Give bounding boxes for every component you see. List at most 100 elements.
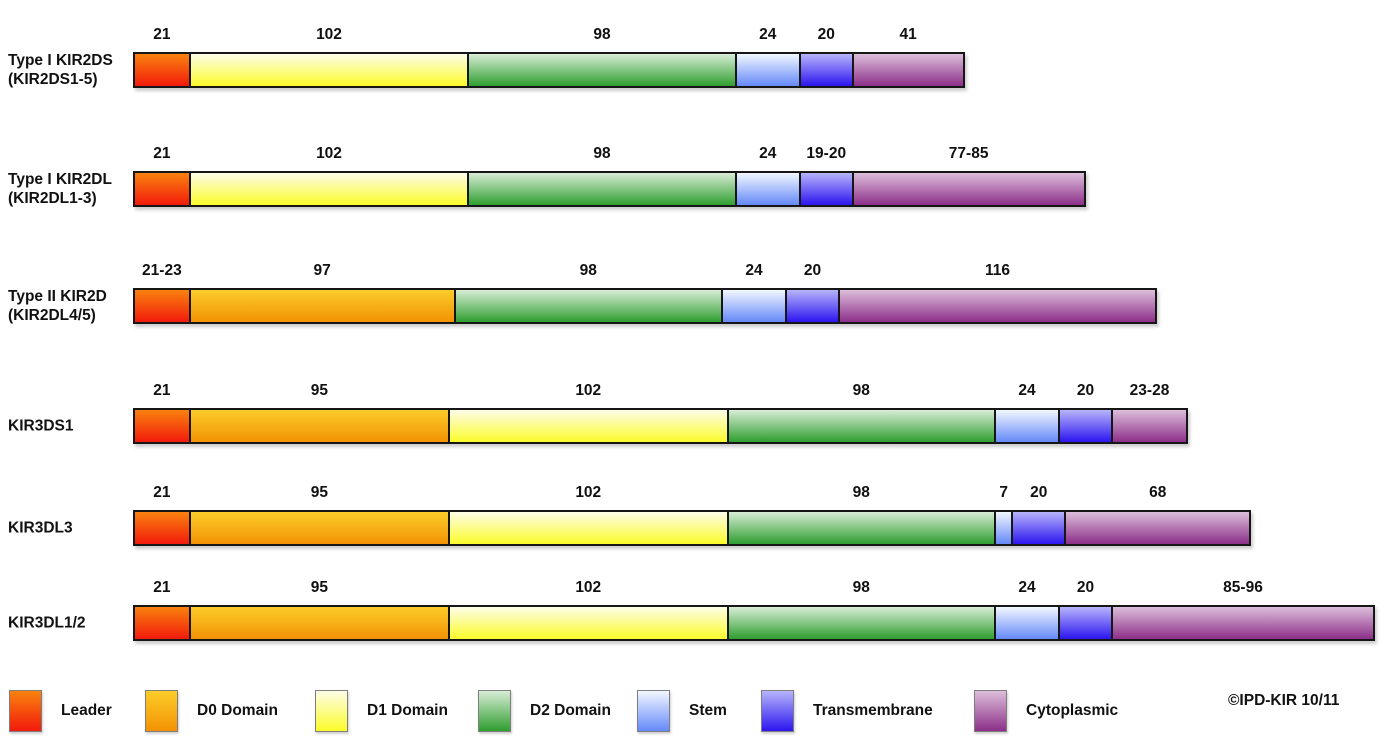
segment-aa-label: 24 [759,26,777,43]
row-label: KIR3DL3 [8,519,73,538]
segment-aa-label: 21 [153,579,171,596]
row-subname: (KIR2DL1-3) [8,190,97,207]
segment-aa-label: 85-96 [1223,579,1263,596]
row-name: Type I KIR2DS [8,52,113,69]
row-name: KIR3DL1/2 [8,614,86,632]
segment-aa-label: 20 [803,262,822,279]
copyright-text: ©IPD-KIR 10/11 [1228,692,1340,709]
segment-aa-label: 95 [310,579,328,596]
segment-leader: 21 [133,145,191,207]
segment-aa-label: 68 [1149,484,1167,501]
segment-aa-label: 41 [899,26,917,43]
legend-swatch-d1 [315,690,348,732]
segment-aa-label: 97 [313,262,331,279]
segment-leader: 21 [133,26,191,88]
legend-item-d0: D0 Domain [145,690,278,732]
segment-d2: 98 [467,26,737,88]
legend-label: Transmembrane [813,702,933,719]
segment-d2: 98 [726,579,996,641]
row-name: Type I KIR2DL [8,171,112,188]
segment-aa-label: 21 [153,26,171,43]
legend-label: Leader [61,702,112,719]
segment-stem: 24 [994,382,1060,444]
segment-aa-label: 95 [310,382,328,399]
segment-leader: 21 [133,579,191,641]
segment-cyto: 116 [838,262,1157,324]
segment-aa-label: 102 [575,382,602,399]
legend-swatch-d0 [145,690,178,732]
legend-item-d1: D1 Domain [315,690,448,732]
row-label: Type II KIR2D (KIR2DL4/5) [8,287,107,325]
legend-item-stem: Stem [637,690,727,732]
segment-aa-label: 21 [153,484,171,501]
legend-swatch-d2 [478,690,511,732]
segment-aa-label: 19-20 [806,145,847,162]
row-name: Type II KIR2D [8,288,107,305]
segment-aa-label: 98 [852,484,870,501]
segment-aa-label: 98 [593,26,611,43]
segment-d2: 98 [726,484,996,546]
segment-d2: 98 [467,145,737,207]
segment-cyto: 77-85 [851,145,1086,207]
row-label: Type I KIR2DS (KIR2DS1-5) [8,51,113,89]
segment-d0: 97 [188,262,456,324]
legend-item-tm: Transmembrane [761,690,933,732]
segment-aa-label: 98 [579,262,597,279]
segment-tm: 20 [798,26,854,88]
segment-aa-label: 23-28 [1129,382,1170,399]
segment-aa-label: 7 [999,484,1008,501]
legend-item-cyto: Cytoplasmic [974,690,1118,732]
segment-aa-label: 95 [310,484,328,501]
legend-swatch-stem [637,690,670,732]
segment-leader: 21 [133,484,191,546]
row-name: KIR3DS1 [8,417,74,435]
segment-leader: 21-23 [133,262,191,324]
segment-aa-label: 116 [984,262,1011,279]
segment-aa-label: 24 [759,145,777,162]
segment-tm: 20 [1058,382,1113,444]
segment-d2: 98 [726,382,996,444]
row-subname: (KIR2DS1-5) [8,71,98,88]
legend-swatch-leader [9,690,42,732]
segment-aa-label: 98 [852,579,870,596]
segment-stem: 24 [994,579,1060,641]
segment-stem: 24 [734,26,801,88]
domain-bar: 21-23 97 98 24 20 116 [133,262,1157,324]
segment-aa-label: 20 [1030,484,1048,501]
legend-label: Cytoplasmic [1026,702,1119,719]
segment-aa-label: 21 [153,382,171,399]
segment-cyto: 85-96 [1111,579,1375,641]
segment-tm: 20 [785,262,840,324]
segment-d2: 98 [453,262,723,324]
legend-label: D2 Domain [530,702,611,719]
segment-aa-label: 98 [852,382,870,399]
segment-d1: 102 [188,145,470,207]
segment-aa-label: 20 [1076,579,1095,596]
legend-label: D0 Domain [197,702,278,719]
domain-bar: 21 95 102 98 7 20 68 [133,484,1252,546]
segment-aa-label: 102 [575,484,602,501]
legend-item-leader: Leader [9,690,112,732]
domain-bar: 21 95 102 98 24 20 23-28 [133,382,1188,444]
segment-d1: 102 [448,382,729,444]
segment-tm: 20 [1011,484,1067,546]
segment-cyto: 68 [1064,484,1252,546]
domain-bar: 21 102 98 24 20 41 [133,26,965,88]
legend-swatch-cyto [974,690,1007,732]
segment-aa-label: 77-85 [948,145,989,162]
segment-aa-label: 21-23 [142,262,182,279]
row-name: KIR3DL3 [8,519,73,537]
segment-aa-label: 21 [153,145,171,162]
segment-d0: 95 [188,484,450,546]
row-label: KIR3DL1/2 [8,614,86,633]
legend-item-d2: D2 Domain [478,690,611,732]
row-label: KIR3DS1 [8,417,73,436]
legend-label: Stem [689,702,727,719]
segment-aa-label: 102 [575,579,602,596]
domain-bar: 21 95 102 98 24 20 85-96 [133,579,1375,641]
segment-d0: 95 [188,579,450,641]
segment-aa-label: 20 [817,26,835,43]
segment-d1: 102 [188,26,470,88]
legend-label: D1 Domain [367,702,448,719]
